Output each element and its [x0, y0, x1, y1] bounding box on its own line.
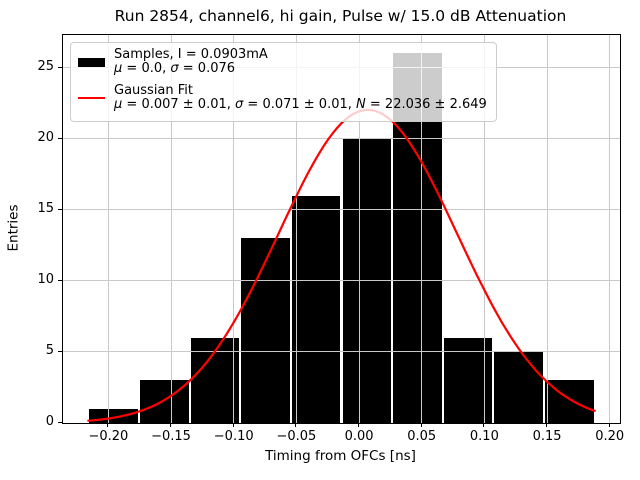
legend-entry-samples-swatch — [78, 57, 105, 67]
y-tick-label: 15 — [37, 200, 54, 216]
gridline-vertical — [170, 35, 172, 423]
x-tick-mark — [295, 423, 297, 427]
x-tick-label: 0.20 — [595, 429, 625, 444]
legend-label: Samples, I = 0.0903mA μ = 0.0, σ = 0.076 — [114, 48, 268, 76]
x-tick-label: 0.05 — [407, 429, 437, 444]
x-tick-mark — [546, 423, 548, 427]
x-tick-label: −0.20 — [88, 429, 129, 444]
legend-entry-samples: Samples, I = 0.0903mA μ = 0.0, σ = 0.076 — [78, 48, 487, 76]
y-tick-label: 10 — [37, 271, 54, 287]
y-tick-mark — [58, 66, 62, 68]
legend-entry-gaussian-fit: Gaussian Fit μ = 0.007 ± 0.01, σ = 0.071 … — [78, 84, 487, 112]
histogram-bar — [290, 195, 342, 423]
histogram-bar — [493, 351, 545, 423]
x-tick-mark — [483, 423, 485, 427]
legend-label-line: Gaussian Fit — [114, 83, 194, 98]
legend-label-line: μ = 0.0, σ = 0.076 — [114, 61, 236, 76]
gridline-horizontal — [63, 351, 620, 353]
legend-label-line: Samples, I = 0.0903mA — [114, 47, 268, 62]
gridline-horizontal — [63, 209, 620, 211]
y-tick-mark — [58, 208, 62, 210]
y-tick-label: 25 — [37, 58, 54, 74]
x-tick-label: 0.15 — [532, 429, 562, 444]
gridline-vertical — [421, 35, 423, 423]
gridline-vertical — [483, 35, 485, 423]
gridline-vertical — [107, 35, 109, 423]
gridline-vertical — [233, 35, 235, 423]
y-tick-label: 5 — [45, 342, 54, 358]
x-tick-label: −0.10 — [213, 429, 254, 444]
legend-entry-gaussian-fit-swatch — [78, 97, 105, 99]
legend-swatch-wrap — [78, 97, 105, 99]
x-tick-mark — [358, 423, 360, 427]
x-tick-label: 0.00 — [344, 429, 374, 444]
y-tick-mark — [58, 137, 62, 139]
x-tick-mark — [232, 423, 234, 427]
y-tick-mark — [58, 422, 62, 423]
legend-label: Gaussian Fit μ = 0.007 ± 0.01, σ = 0.071 … — [114, 84, 487, 112]
legend-label-line: μ = 0.007 ± 0.01, σ = 0.071 ± 0.01, N = … — [114, 97, 487, 112]
x-tick-label: −0.15 — [151, 429, 191, 444]
x-tick-mark — [608, 423, 610, 427]
gridline-vertical — [546, 35, 548, 423]
gridline-vertical — [295, 35, 297, 423]
x-tick-label: −0.05 — [276, 429, 317, 444]
plot-area: Samples, I = 0.0903mA μ = 0.0, σ = 0.076 G… — [62, 34, 621, 424]
legend-box: Samples, I = 0.0903mA μ = 0.0, σ = 0.076 G… — [70, 42, 497, 122]
y-tick-label: 20 — [37, 129, 54, 145]
gridline-vertical — [358, 35, 360, 423]
y-tick-mark — [58, 350, 62, 352]
y-tick-mark — [58, 279, 62, 281]
gridline-vertical — [609, 35, 611, 423]
y-axis-label-wrap: Entries — [2, 34, 26, 422]
gaussian-fit-curve — [87, 108, 596, 422]
gridline-horizontal — [63, 138, 620, 140]
x-tick-mark — [107, 423, 109, 427]
x-axis-label: Timing from OFCs [ns] — [265, 448, 416, 464]
y-tick-label: 0 — [45, 414, 54, 429]
x-tick-mark — [420, 423, 422, 427]
chart-title: Run 2854, channel6, hi gain, Pulse w/ 15… — [114, 7, 567, 25]
x-tick-label: 0.10 — [469, 429, 499, 444]
histogram-bar — [240, 238, 291, 423]
gaussian-fit-curve-svg — [87, 108, 596, 422]
legend-swatch-wrap — [78, 57, 105, 67]
x-tick-mark — [170, 423, 172, 427]
gridline-horizontal — [63, 280, 620, 282]
